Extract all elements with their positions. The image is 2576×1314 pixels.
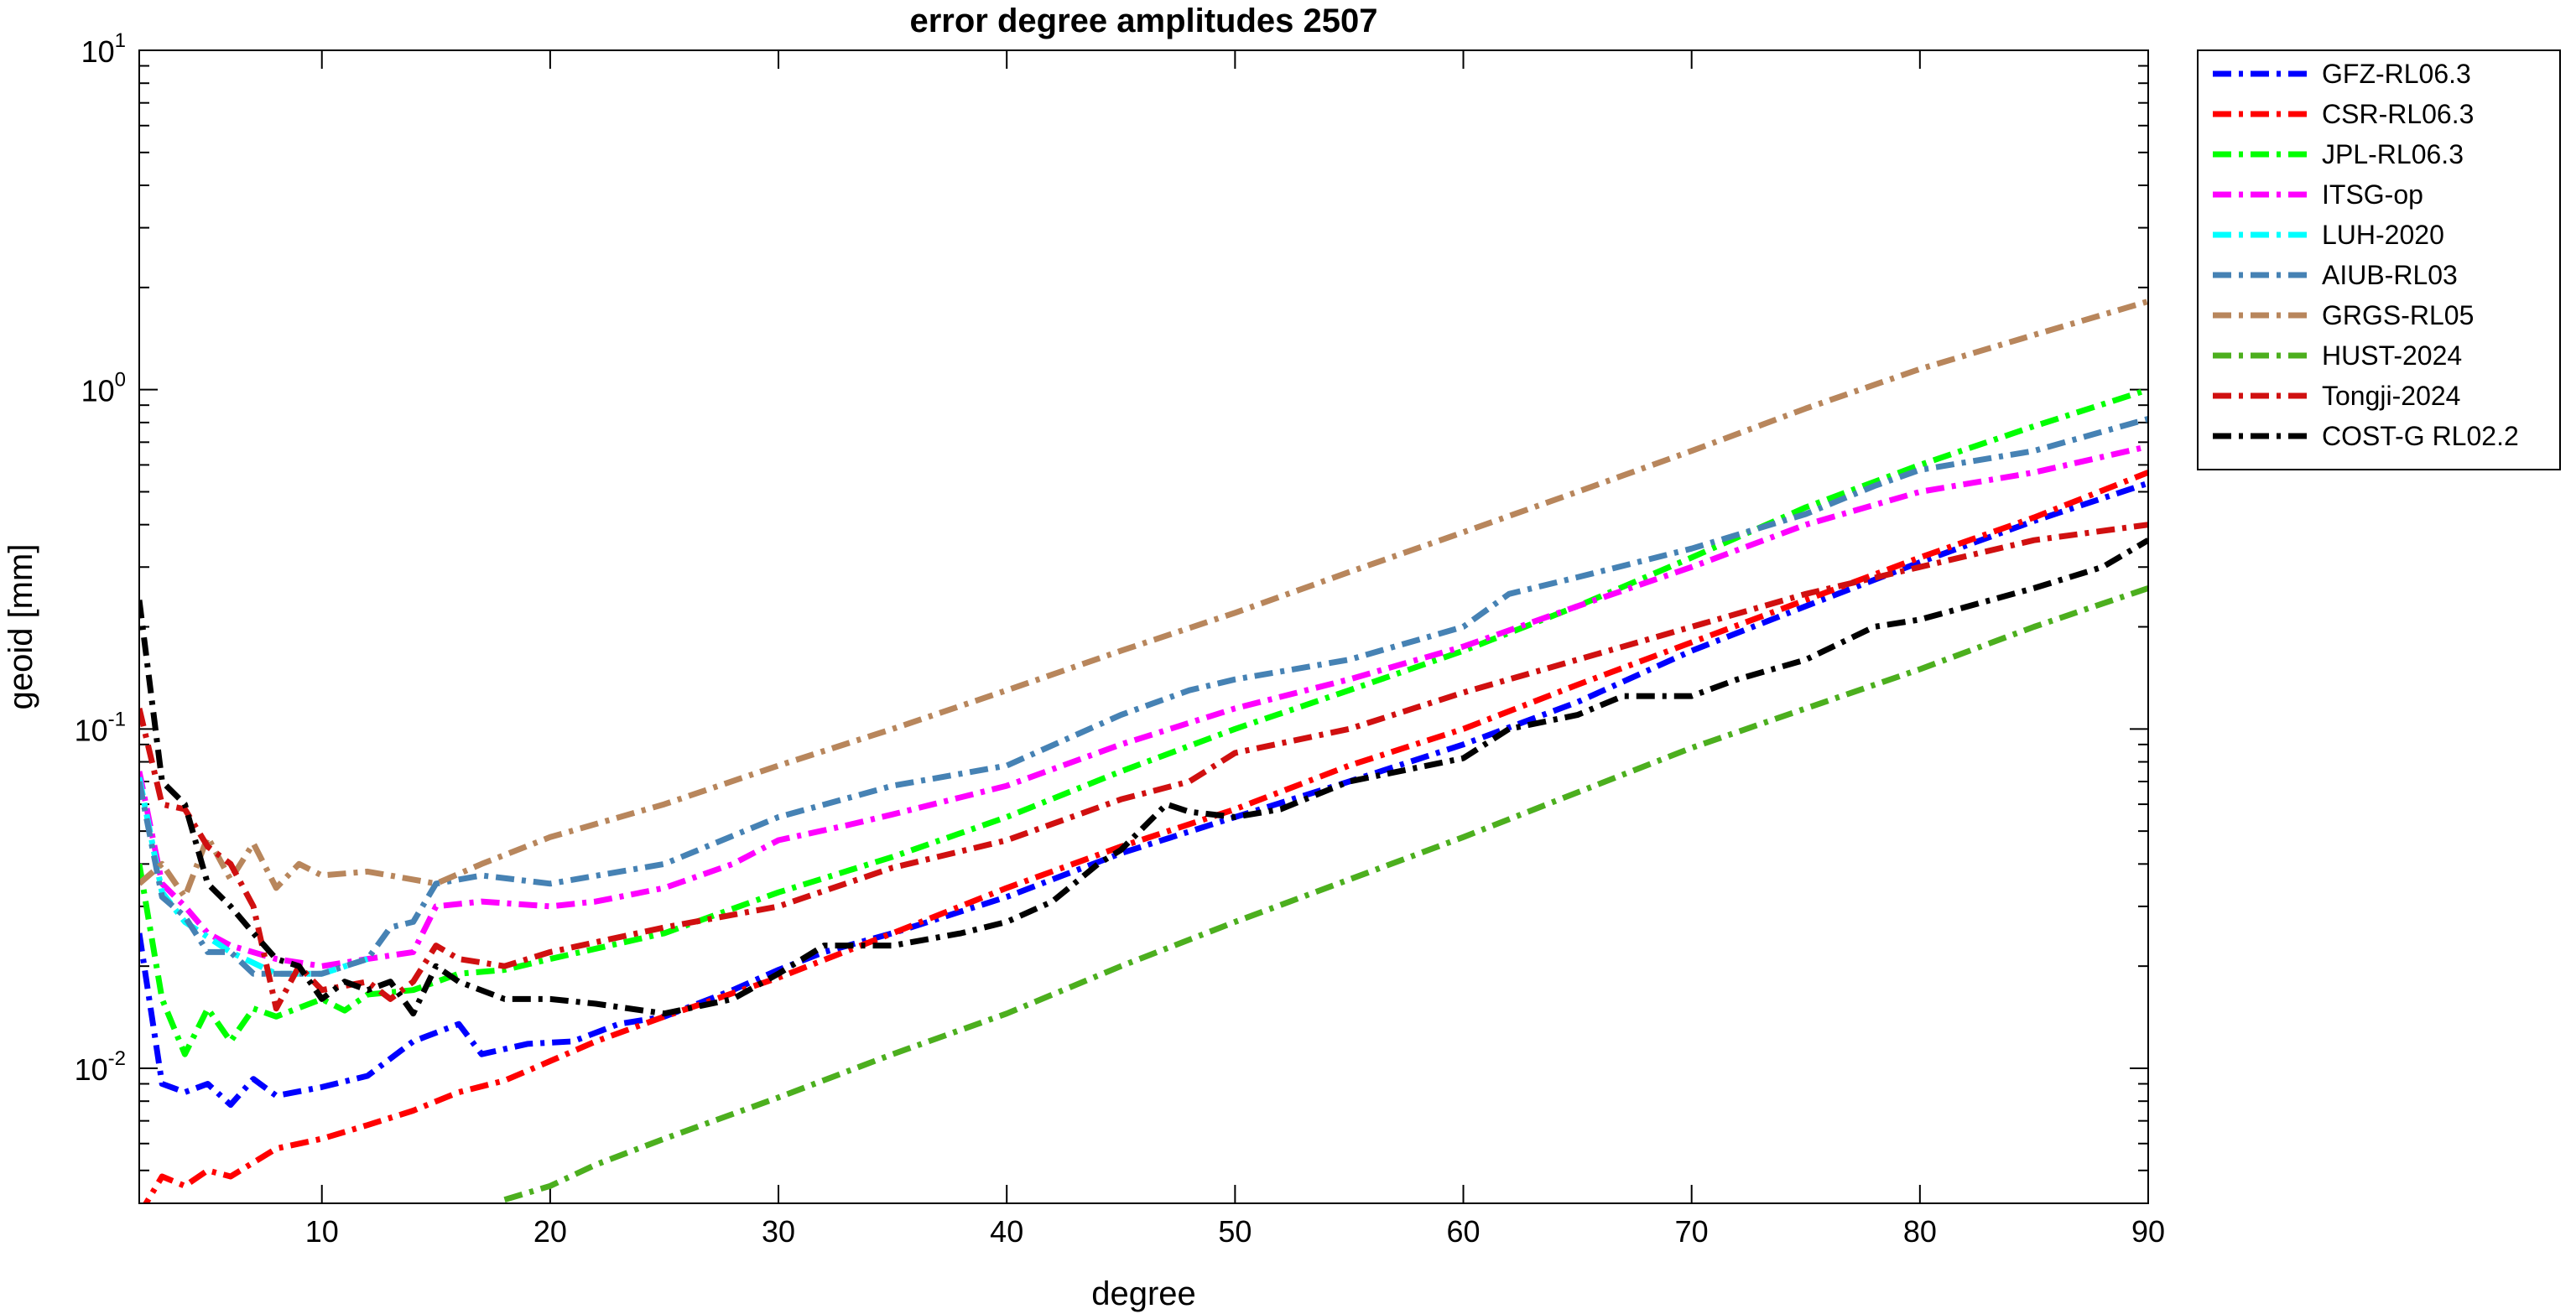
x-tick-label: 80 bbox=[1903, 1214, 1937, 1249]
legend-entry: JPL-RL06.3 bbox=[2322, 139, 2464, 169]
plot-lines bbox=[139, 299, 2148, 1203]
chart-title: error degree amplitudes 2507 bbox=[909, 3, 1377, 39]
series-line-2 bbox=[139, 387, 2148, 1057]
x-tick-label: 30 bbox=[762, 1214, 795, 1249]
y-tick-label: 10-1 bbox=[75, 708, 126, 747]
x-tick-label: 20 bbox=[533, 1214, 567, 1249]
x-tick-label: 60 bbox=[1446, 1214, 1480, 1249]
x-axis-label: degree bbox=[1091, 1275, 1196, 1312]
x-tick-label: 10 bbox=[305, 1214, 339, 1249]
series-line-5 bbox=[139, 416, 2148, 977]
x-tick-label: 50 bbox=[1218, 1214, 1252, 1249]
y-ticks: 10-2 10-1 100 101 bbox=[75, 29, 2148, 1204]
legend: GFZ-RL06.3 CSR-RL06.3 JPL-RL06.3 ITSG-op LUH… bbox=[2197, 49, 2561, 470]
y-tick-label: 10-2 bbox=[75, 1047, 126, 1087]
legend-box bbox=[2197, 49, 2561, 470]
legend-entry: ITSG-op bbox=[2322, 179, 2423, 210]
legend-entry: COST-G RL02.2 bbox=[2322, 421, 2519, 451]
legend-entry: GFZ-RL06.3 bbox=[2322, 59, 2471, 89]
series-line-7 bbox=[503, 585, 2148, 1203]
series-line-8 bbox=[139, 522, 2148, 1012]
series-line-9 bbox=[139, 538, 2148, 1017]
y-tick-label: 101 bbox=[81, 29, 126, 69]
x-tick-label: 40 bbox=[990, 1214, 1023, 1249]
x-tick-label: 90 bbox=[2131, 1214, 2165, 1249]
series-line-3 bbox=[139, 443, 2148, 969]
legend-entry: GRGS-RL05 bbox=[2322, 300, 2474, 330]
legend-entry: Tongji-2024 bbox=[2322, 381, 2460, 411]
series-line-0 bbox=[139, 480, 2148, 1109]
x-tick-label: 70 bbox=[1675, 1214, 1709, 1249]
series-line-6 bbox=[139, 299, 2148, 901]
legend-entry: CSR-RL06.3 bbox=[2322, 99, 2474, 129]
plot-frame bbox=[138, 49, 2149, 1204]
legend-entry: AIUB-RL03 bbox=[2322, 260, 2458, 290]
legend-entry: HUST-2024 bbox=[2322, 340, 2462, 371]
x-ticks: 10 20 30 40 50 60 70 80 90 bbox=[305, 50, 2165, 1249]
y-axis-label: geoid [mm] bbox=[3, 544, 39, 710]
legend-entry: LUH-2020 bbox=[2322, 220, 2444, 250]
y-tick-label: 100 bbox=[81, 369, 126, 408]
series-line-1 bbox=[143, 470, 2148, 1203]
